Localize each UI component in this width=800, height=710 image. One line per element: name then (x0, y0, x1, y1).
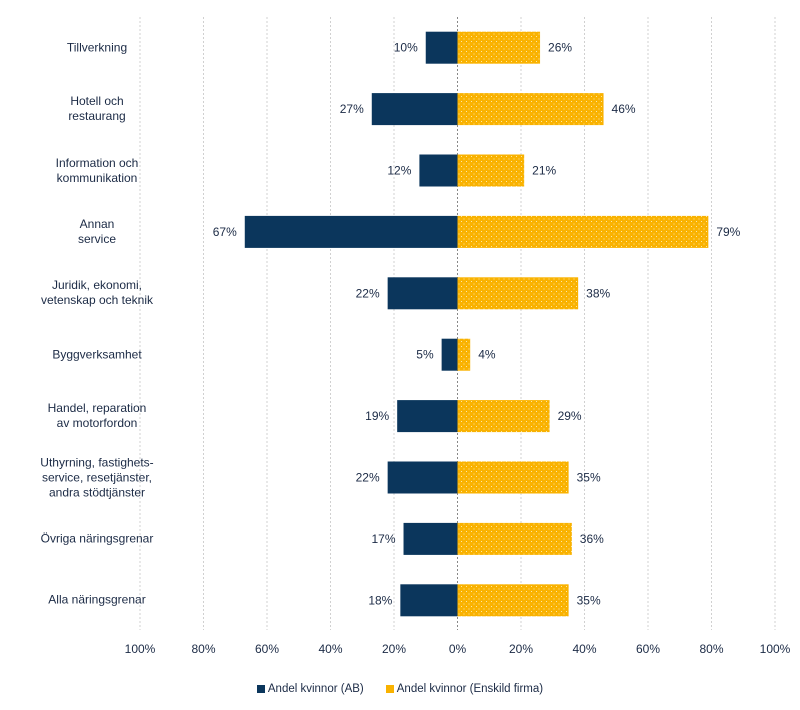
data-label-enskild: 35% (577, 593, 601, 607)
category-label: Handel, reparation av motorfordon (47, 401, 147, 431)
bar-ab (387, 277, 458, 310)
bar-enskild (457, 461, 569, 494)
data-label-enskild: 35% (577, 471, 601, 485)
x-tick-label: 80% (699, 642, 723, 656)
category-label: Juridik, ekonomi, vetenskap och teknik (40, 278, 154, 308)
bar-enskild (457, 31, 541, 64)
category-label: Annan service (77, 216, 116, 246)
data-label-ab: 18% (368, 593, 392, 607)
data-label-ab: 19% (365, 409, 389, 423)
bar-enskild (457, 154, 525, 187)
data-label-ab: 10% (394, 41, 418, 55)
data-label-ab: 67% (213, 225, 237, 239)
x-tick-label: 20% (509, 642, 533, 656)
data-label-ab: 12% (387, 164, 411, 178)
data-label-enskild: 38% (586, 286, 610, 300)
category-label: Alla näringsgrenar (48, 592, 146, 607)
legend-label-ab: Andel kvinnor (AB) (267, 683, 364, 695)
data-label-enskild: 79% (716, 225, 740, 239)
category-label: Information och kommunikation (55, 155, 139, 185)
bar-ab (425, 31, 458, 64)
legend-item-ab: Andel kvinnor (AB) (256, 683, 364, 695)
data-label-enskild: 29% (558, 409, 582, 423)
data-label-ab: 17% (371, 532, 395, 546)
category-label: Tillverkning (66, 40, 128, 55)
category-label: Hotell och restaurang (68, 94, 126, 124)
x-tick-label: 100% (760, 642, 791, 656)
data-label-ab: 5% (416, 348, 434, 362)
bar-enskild (457, 584, 569, 617)
legend-label-enskild: Andel kvinnor (Enskild firma) (396, 683, 544, 695)
x-tick-label: 40% (572, 642, 596, 656)
x-tick-label: 80% (191, 642, 215, 656)
bar-ab (400, 584, 458, 617)
bar-ab (244, 215, 458, 248)
bar-enskild (457, 338, 471, 371)
bar-ab (371, 93, 458, 126)
data-label-ab: 22% (356, 471, 380, 485)
data-label-enskild: 26% (548, 41, 572, 55)
data-label-enskild: 21% (532, 164, 556, 178)
category-label: Övriga näringsgrenar (40, 531, 154, 546)
bar-ab (441, 338, 458, 371)
legend: Andel kvinnor (AB) Andel kvinnor (Enskil… (0, 683, 800, 695)
data-label-ab: 22% (356, 286, 380, 300)
bar-enskild (457, 277, 579, 310)
bar-enskild (457, 93, 604, 126)
category-label: Uthyrning, fastighets- service, resetjän… (40, 455, 154, 499)
bar-enskild (457, 215, 709, 248)
x-tick-label: 60% (255, 642, 279, 656)
data-label-enskild: 46% (612, 102, 636, 116)
bar-ab (419, 154, 458, 187)
x-tick-label: 60% (636, 642, 660, 656)
legend-swatch-enskild (385, 685, 394, 693)
legend-swatch-ab (256, 685, 265, 693)
bar-ab (387, 461, 458, 494)
bar-ab (397, 400, 458, 433)
legend-item-enskild: Andel kvinnor (Enskild firma) (385, 683, 544, 695)
x-tick-label: 100% (125, 642, 156, 656)
x-tick-label: 20% (382, 642, 406, 656)
bar-enskild (457, 400, 550, 433)
category-label: Byggverksamhet (52, 347, 142, 362)
data-label-enskild: 4% (478, 348, 496, 362)
x-tick-label: 0% (449, 642, 467, 656)
bar-enskild (457, 522, 572, 555)
data-label-ab: 27% (340, 102, 364, 116)
data-label-enskild: 36% (580, 532, 604, 546)
x-tick-label: 40% (318, 642, 342, 656)
bar-ab (403, 522, 458, 555)
